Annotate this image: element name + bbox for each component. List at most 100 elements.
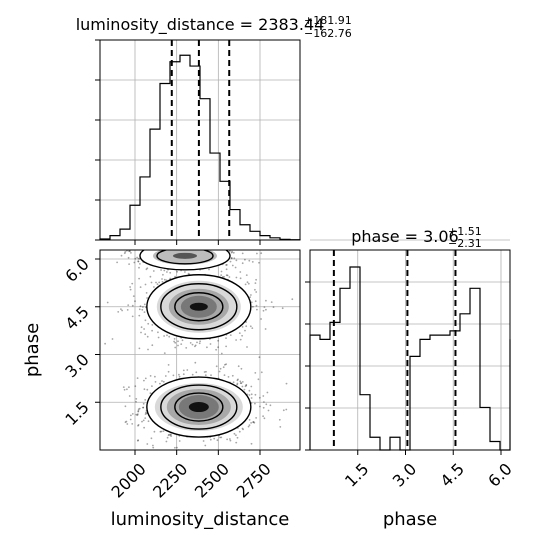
distance-histogram-panel: luminosity_distance = 2383.44 +181.91 −1…	[76, 14, 352, 245]
sample-point	[205, 370, 207, 373]
sample-point	[224, 363, 226, 366]
sample-point	[215, 365, 218, 368]
sample-point	[235, 441, 238, 444]
sample-point	[263, 306, 266, 308]
sample-point	[129, 418, 132, 421]
sample-point	[194, 361, 197, 364]
sample-point	[218, 246, 220, 248]
sample-point	[137, 409, 140, 412]
sample-point	[168, 335, 171, 338]
sample-point	[186, 369, 189, 371]
sample-point	[234, 266, 237, 269]
density-contour	[146, 274, 252, 340]
sample-point	[129, 288, 132, 291]
sample-point	[138, 277, 141, 280]
phase-x-axis-label: phase	[383, 509, 437, 530]
sample-point	[154, 375, 156, 378]
sample-point	[260, 318, 262, 320]
sample-point	[238, 332, 241, 334]
sample-point	[191, 373, 194, 376]
x-tick-label: 2750	[233, 459, 275, 501]
sample-point	[206, 346, 208, 349]
sample-point	[135, 398, 138, 400]
sample-point	[127, 256, 130, 259]
sample-point	[156, 283, 159, 286]
phase-quantile-lines	[332, 250, 457, 450]
sample-point	[258, 261, 260, 264]
sample-point	[104, 342, 106, 345]
sample-point	[141, 420, 143, 423]
sample-point	[221, 276, 224, 278]
sample-point	[227, 376, 230, 378]
sample-point	[169, 271, 172, 274]
sample-point	[153, 286, 155, 288]
sample-point	[235, 259, 238, 262]
density-contour	[156, 250, 214, 265]
sample-point	[149, 375, 152, 377]
sample-point	[242, 247, 244, 249]
sample-point	[256, 252, 258, 255]
sample-point	[241, 262, 244, 265]
sample-point	[237, 365, 240, 368]
sample-point	[154, 381, 157, 383]
sample-point	[166, 334, 168, 337]
sample-point	[208, 268, 210, 271]
distance-quantile-lines	[170, 40, 231, 240]
sample-point	[146, 267, 149, 270]
sample-point	[152, 270, 155, 272]
sample-point	[97, 257, 99, 259]
sample-point	[252, 421, 255, 424]
sample-point	[133, 261, 136, 264]
sample-point	[267, 409, 270, 412]
sample-point	[229, 438, 231, 440]
sample-point	[120, 308, 122, 310]
sample-point	[235, 434, 237, 437]
sample-point	[178, 375, 181, 378]
distance-histogram-steps	[99, 54, 301, 241]
sample-point	[171, 247, 173, 249]
sample-point	[254, 282, 257, 284]
sample-point	[229, 334, 232, 336]
sample-point	[264, 328, 267, 330]
sample-point	[131, 423, 134, 425]
density-contour	[174, 292, 224, 322]
sample-point	[259, 405, 261, 408]
sample-point	[248, 419, 251, 421]
sample-point	[248, 424, 251, 426]
sample-point	[172, 244, 174, 246]
sample-point	[230, 251, 233, 254]
sample-point	[129, 286, 132, 288]
sample-point	[162, 246, 164, 248]
sample-point	[125, 248, 127, 250]
sample-point	[144, 283, 147, 286]
sample-point	[225, 337, 227, 339]
sample-point	[257, 378, 260, 381]
sample-point	[255, 304, 258, 307]
sample-point	[137, 260, 140, 262]
sample-point	[174, 341, 177, 344]
sample-point	[149, 392, 152, 395]
sample-point	[142, 406, 145, 409]
sample-point	[248, 389, 251, 392]
distance-lower-error: −162.76	[304, 27, 352, 40]
x-tick-label: 2000	[108, 459, 150, 501]
sample-point	[270, 301, 273, 303]
sample-point	[184, 271, 186, 273]
sample-point	[137, 439, 139, 442]
sample-point	[240, 382, 243, 384]
sample-point	[210, 241, 212, 243]
sample-point	[232, 251, 235, 254]
sample-point	[185, 347, 188, 349]
sample-point	[250, 294, 252, 296]
sample-point	[145, 411, 147, 414]
sample-point	[162, 380, 165, 383]
sample-point	[143, 379, 145, 382]
sample-point	[157, 336, 160, 339]
sample-point	[181, 247, 183, 249]
sample-point	[144, 399, 147, 401]
sample-point	[225, 264, 228, 266]
sample-point	[138, 308, 141, 311]
sample-point	[131, 413, 134, 415]
sample-point	[160, 430, 163, 433]
sample-point	[190, 246, 192, 248]
